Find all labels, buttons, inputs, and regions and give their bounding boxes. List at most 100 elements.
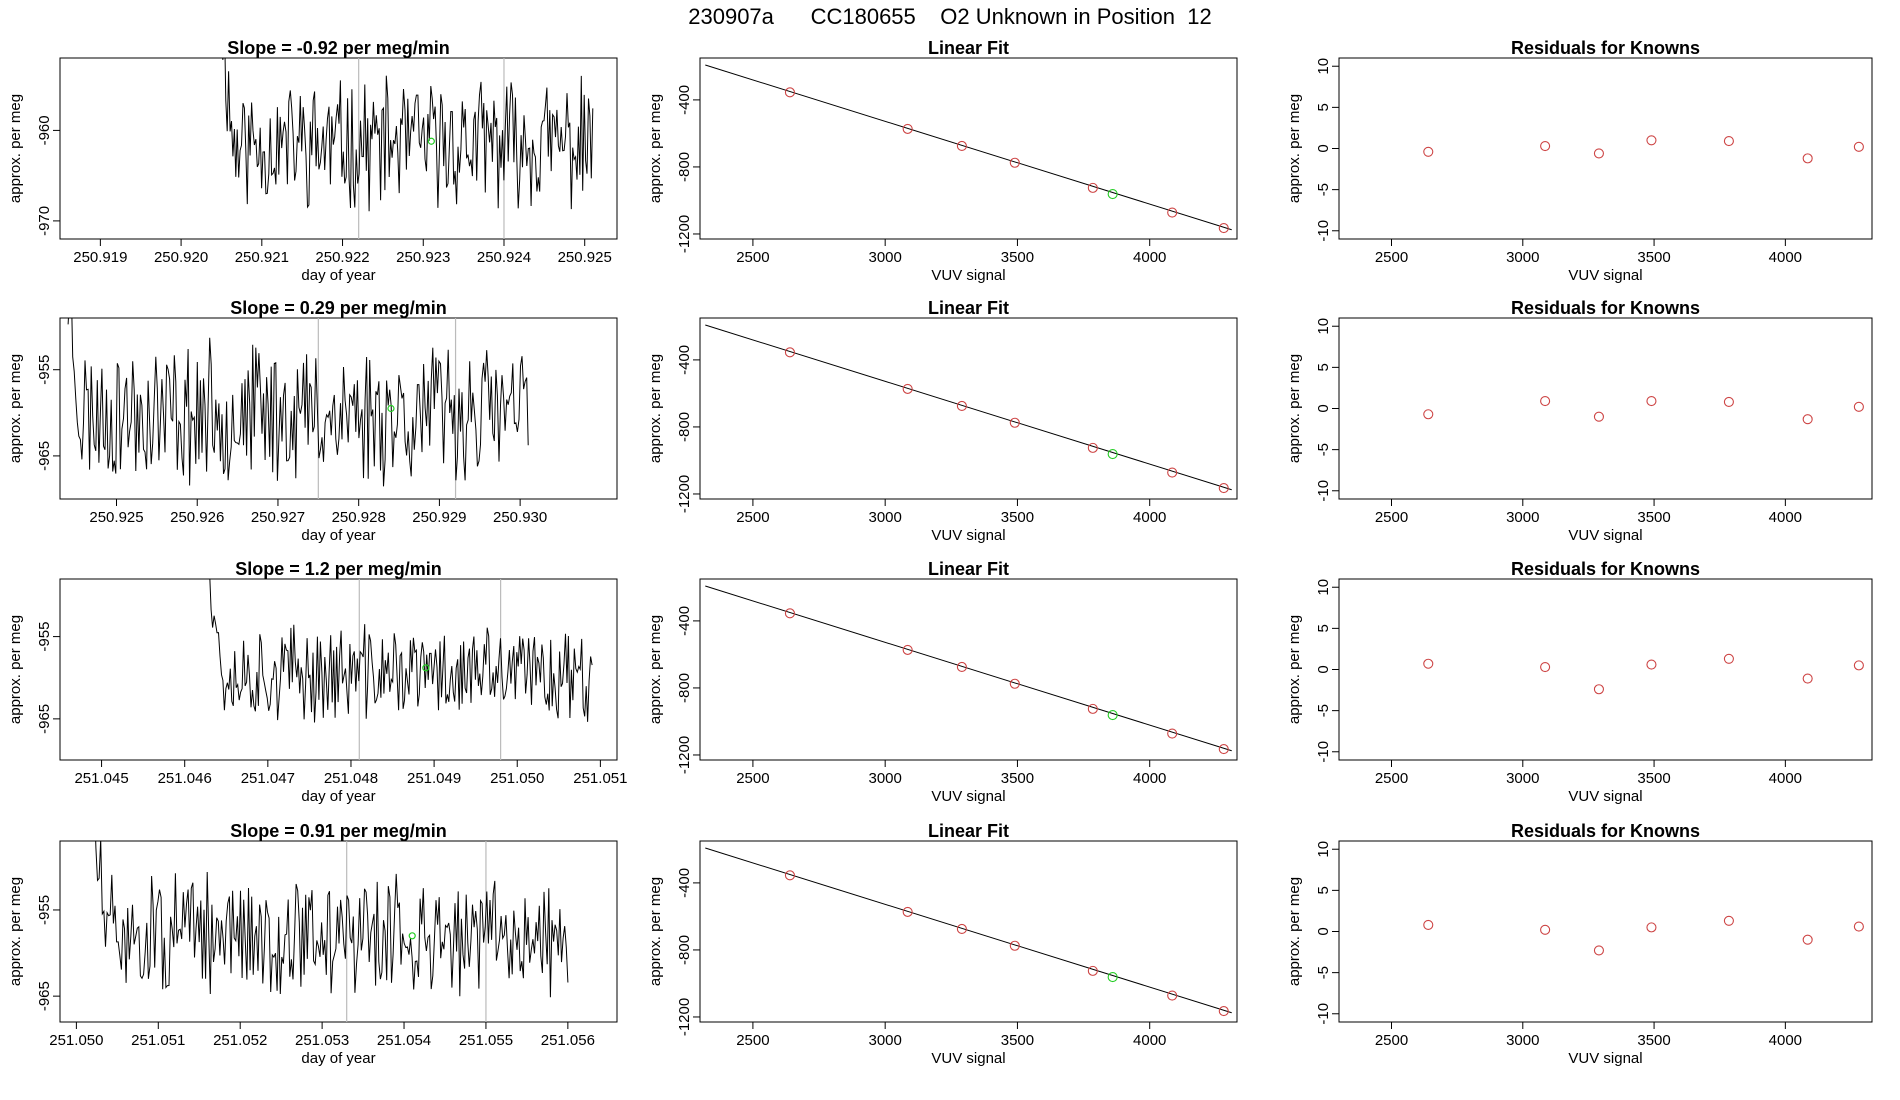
known-point xyxy=(1167,728,1178,739)
linear-fit-4: Linear Fit 2500 3000 3500 4000 -1200 -800 -400 V… xyxy=(647,821,1238,1067)
timeseries-3: Slope = 1.2 per meg/min 251.045 251.046 251… xyxy=(7,559,627,805)
known-point xyxy=(1087,965,1098,976)
x-tick-label: 2500 xyxy=(1375,770,1408,787)
x-axis-label: VUV signal xyxy=(1568,788,1642,805)
known-point xyxy=(784,347,795,358)
x-tick-label: 4000 xyxy=(1133,1032,1166,1049)
plot-area xyxy=(1423,653,1864,695)
x-tick-label: 251.052 xyxy=(213,1032,267,1049)
unknown-description: O2 Unknown in Position 12 xyxy=(940,4,1212,29)
known-point xyxy=(1167,990,1178,1001)
known-point xyxy=(1723,653,1734,664)
known-point xyxy=(1853,660,1864,671)
y-tick-label: -1200 xyxy=(676,736,693,774)
x-tick-label: 251.054 xyxy=(377,1032,431,1049)
x-tick-label: 250.920 xyxy=(154,249,208,266)
plot-area xyxy=(1423,915,1864,956)
x-tick-label: 251.051 xyxy=(131,1032,185,1049)
known-point xyxy=(1540,140,1551,152)
x-tick-label: 251.046 xyxy=(158,770,212,787)
panel-title: Residuals for Knowns xyxy=(1511,821,1700,841)
y-axis-label: approx. per meg xyxy=(1286,94,1303,203)
unknown-point xyxy=(1107,710,1118,721)
unknown-marker xyxy=(387,404,395,413)
known-point xyxy=(1218,744,1229,755)
panel-title: Slope = -0.92 per meg/min xyxy=(227,38,450,58)
panel-title: Slope = 0.91 per meg/min xyxy=(230,821,447,841)
y-tick-label: -10 xyxy=(1315,480,1332,502)
y-tick-label: 10 xyxy=(1315,841,1332,858)
y-axis-label: approx. per meg xyxy=(7,615,24,724)
y-tick-label: -10 xyxy=(1315,741,1332,763)
y-tick-label: 10 xyxy=(1315,318,1332,335)
known-point xyxy=(1802,673,1813,684)
per-meg-trace xyxy=(95,841,569,998)
x-tick-label: 251.055 xyxy=(459,1032,513,1049)
known-point xyxy=(1423,919,1434,930)
x-tick-label: 251.050 xyxy=(490,770,544,787)
x-axis-label: VUV signal xyxy=(931,1050,1005,1067)
timeseries-1: Slope = -0.92 per meg/min 250.919 250.920 2… xyxy=(7,38,618,284)
x-tick-label: 251.045 xyxy=(74,770,128,787)
x-tick-label: 4000 xyxy=(1769,770,1802,787)
unknown-marker xyxy=(422,664,430,672)
plot-frame xyxy=(699,578,1238,761)
known-point xyxy=(1009,940,1020,951)
fit-line xyxy=(705,585,1232,752)
y-axis-label: approx. per meg xyxy=(1286,615,1303,724)
y-tick-label: 0 xyxy=(1315,927,1332,935)
y-tick-label: -800 xyxy=(676,935,693,965)
residuals-3: Residuals for Knowns 2500 3000 3500 4000 -10 -… xyxy=(1286,559,1873,805)
y-tick-label: -400 xyxy=(676,868,693,898)
panel-title: Linear Fit xyxy=(928,298,1009,318)
y-tick-label: 5 xyxy=(1315,886,1332,894)
x-tick-label: 250.926 xyxy=(170,509,224,526)
plot-frame xyxy=(699,57,1238,240)
x-tick-label: 250.922 xyxy=(315,249,369,266)
known-point xyxy=(1853,921,1864,932)
x-tick-label: 250.930 xyxy=(493,509,547,526)
y-axis-label: approx. per meg xyxy=(1286,877,1303,986)
per-meg-trace xyxy=(67,318,529,487)
x-axis-label: day of year xyxy=(301,788,375,805)
x-axis-label: VUV signal xyxy=(931,788,1005,805)
x-tick-label: 3500 xyxy=(1001,509,1034,526)
y-tick-label: -5 xyxy=(1315,443,1332,456)
x-tick-label: 3000 xyxy=(868,770,901,787)
known-point xyxy=(1167,207,1178,218)
y-tick-label: -955 xyxy=(36,895,53,925)
plot-area xyxy=(705,585,1232,755)
known-point xyxy=(784,87,795,98)
x-tick-label: 250.921 xyxy=(235,249,289,266)
unknown-marker xyxy=(427,137,435,145)
known-point xyxy=(902,644,913,655)
x-tick-label: 250.927 xyxy=(251,509,305,526)
y-tick-label: 0 xyxy=(1315,144,1332,152)
x-axis-label: VUV signal xyxy=(931,527,1005,544)
y-tick-label: 10 xyxy=(1315,579,1332,596)
plot-frame xyxy=(699,317,1238,500)
plot-area xyxy=(209,579,593,760)
panel-title: Residuals for Knowns xyxy=(1511,559,1700,579)
figure-title: 230907a CC180655 O2 Unknown in Position … xyxy=(0,4,1900,30)
x-tick-label: 3000 xyxy=(1506,770,1539,787)
known-point xyxy=(902,383,913,394)
fit-line xyxy=(705,64,1232,231)
known-point xyxy=(956,923,967,935)
y-tick-label: -10 xyxy=(1315,1003,1332,1025)
panel-title: Linear Fit xyxy=(928,821,1009,841)
known-point xyxy=(902,906,913,917)
x-tick-label: 251.051 xyxy=(573,770,627,787)
x-axis-label: day of year xyxy=(301,267,375,284)
y-tick-label: -1200 xyxy=(676,998,693,1036)
run-id: 230907a xyxy=(688,4,774,29)
known-point xyxy=(1540,661,1551,673)
linear-fit-3: Linear Fit 2500 3000 3500 4000 -1200 -800 -400 V… xyxy=(647,559,1238,805)
y-tick-label: -800 xyxy=(676,412,693,442)
y-axis-label: approx. per meg xyxy=(7,354,24,463)
x-tick-label: 2500 xyxy=(1375,249,1408,266)
known-point xyxy=(1593,945,1604,956)
y-axis-label: approx. per meg xyxy=(7,94,24,203)
